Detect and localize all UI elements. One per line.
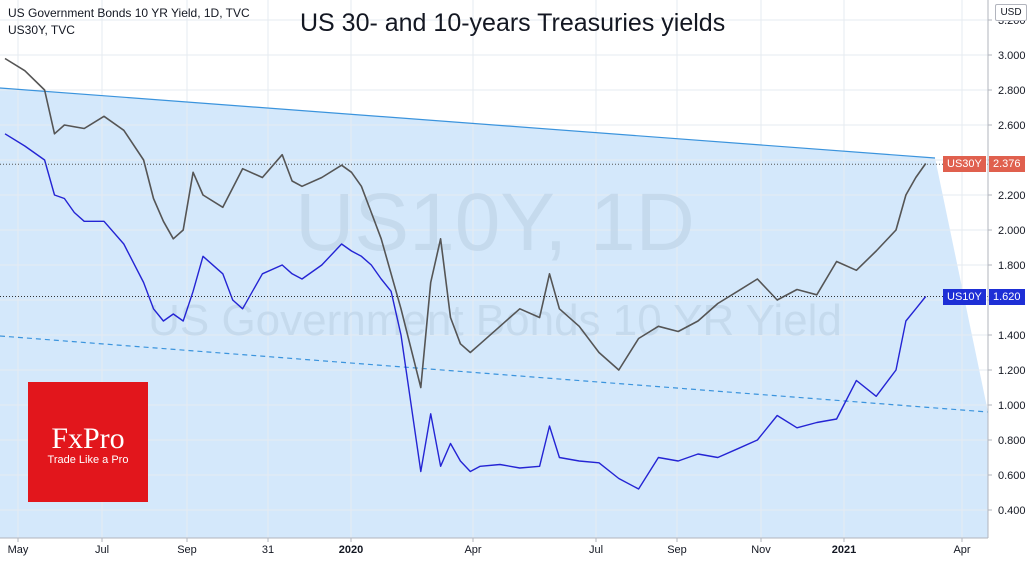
- price-axis-background: [988, 0, 1036, 562]
- logo-name: FxPro: [51, 422, 125, 455]
- x-tick-label: Nov: [751, 544, 771, 556]
- us10y-series-line: [4, 133, 927, 490]
- logo-tagline: Trade Like a Pro: [47, 454, 129, 466]
- upper-trend-line: [0, 87, 936, 159]
- x-tick-label: Apr: [464, 544, 481, 556]
- y-tick-label: 2.800: [998, 85, 1026, 97]
- y-tick-label: 0.800: [998, 435, 1026, 447]
- x-tick-label: May: [8, 544, 29, 556]
- x-tick-label: Apr: [953, 544, 970, 556]
- y-tick-label: 1.200: [998, 365, 1026, 377]
- y-tick-label: 0.400: [998, 505, 1026, 517]
- x-tick-label: 2021: [832, 544, 856, 556]
- channel-fill: [0, 88, 988, 538]
- y-tick-label: 1.800: [998, 260, 1026, 272]
- us30y-last-value-tag: 2.376: [989, 156, 1025, 173]
- x-tick-label: 2020: [339, 544, 363, 556]
- watermark-description: US Government Bonds 10 YR Yield: [148, 296, 842, 345]
- watermark-symbol: US10Y, 1D: [295, 177, 695, 268]
- us10y-series-tag: US10Y: [943, 288, 986, 305]
- y-tick-label: 2.200: [998, 190, 1026, 202]
- y-tick-label: 1.000: [998, 400, 1026, 412]
- y-tick-label: 3.000: [998, 50, 1026, 62]
- lower-trend-line-dashed: [0, 335, 989, 413]
- us30y-series-tag: US30Y: [943, 156, 986, 173]
- x-tick-label: Sep: [667, 544, 687, 556]
- currency-badge[interactable]: USD: [995, 4, 1027, 21]
- x-tick-label: 31: [262, 544, 274, 556]
- us30y-series-line: [4, 57, 927, 389]
- us10y-last-value-tag: 1.620: [989, 288, 1025, 305]
- fxpro-logo: FxPro Trade Like a Pro: [28, 382, 148, 502]
- chart-title: US 30- and 10-years Treasuries yields: [300, 9, 726, 37]
- x-tick-label: Jul: [589, 544, 603, 556]
- y-tick-label: 2.600: [998, 120, 1026, 132]
- time-axis-background: [0, 538, 1036, 562]
- y-tick-label: 0.600: [998, 470, 1026, 482]
- symbol-label[interactable]: US Government Bonds 10 YR Yield, 1D, TVC: [8, 6, 250, 20]
- y-tick-label: 2.000: [998, 225, 1026, 237]
- y-tick-label: 1.400: [998, 330, 1026, 342]
- x-tick-label: Jul: [95, 544, 109, 556]
- compare-symbol-label[interactable]: US30Y, TVC: [8, 23, 75, 37]
- x-tick-label: Sep: [177, 544, 197, 556]
